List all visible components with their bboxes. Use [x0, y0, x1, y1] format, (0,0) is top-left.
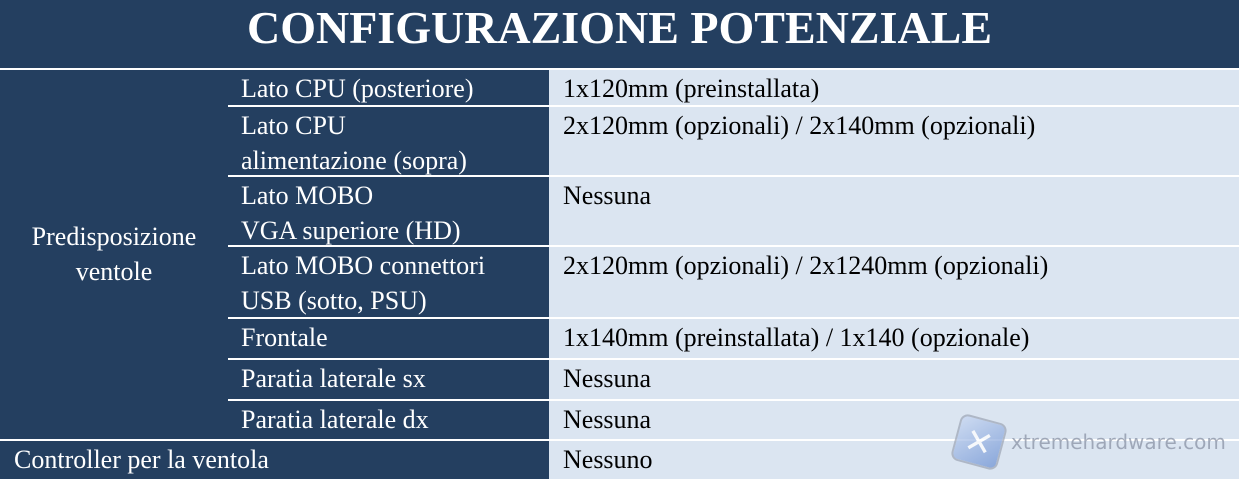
divider	[228, 245, 1239, 247]
divider	[228, 317, 1239, 319]
row-label-text: Lato MOBO connettori	[241, 251, 486, 280]
row-label: Lato CPU (posteriore)	[228, 70, 474, 106]
divider	[228, 175, 1239, 177]
divider	[228, 358, 1239, 360]
row-label-text: Frontale	[241, 323, 328, 352]
row-label: Paratia laterale sx	[228, 360, 426, 399]
row-label-text: Paratia laterale dx	[241, 405, 429, 434]
divider	[0, 439, 1239, 441]
row-label-text: alimentazione (sopra)	[241, 146, 467, 175]
footer-label: Controller per la ventola	[14, 445, 269, 474]
table-title: CONFIGURAZIONE POTENZIALE	[0, 0, 1239, 68]
row-value: Nessuna	[549, 177, 1239, 246]
divider	[228, 399, 1239, 401]
row-label: Lato MOBO connettori USB (sotto, PSU)	[228, 247, 485, 318]
group-label: Predisposizione ventole	[31, 222, 197, 286]
divider	[228, 105, 1239, 107]
row-label-text: Lato CPU (posteriore)	[241, 74, 474, 103]
row-label: Paratia laterale dx	[228, 401, 429, 439]
row-label-text: Paratia laterale sx	[241, 364, 426, 393]
row-label: Lato MOBO VGA superiore (HD)	[228, 177, 461, 246]
divider	[0, 68, 1239, 70]
row-value: 1x120mm (preinstallata)	[549, 70, 1239, 106]
row-label-text: Lato CPU	[241, 111, 346, 140]
row-label-text: USB (sotto, PSU)	[241, 286, 427, 315]
row-value: 2x120mm (opzionali) / 2x1240mm (opzional…	[549, 247, 1239, 318]
row-value: 2x120mm (opzionali) / 2x140mm (opzionali…	[549, 107, 1239, 176]
row-value: 1x140mm (preinstallata) / 1x140 (opziona…	[549, 319, 1239, 358]
row-value: Nessuna	[549, 401, 1239, 439]
watermark-text: xtremehardware.com	[1011, 430, 1226, 454]
row-label-text: VGA superiore (HD)	[241, 216, 461, 245]
row-label: Lato CPU alimentazione (sopra)	[228, 107, 467, 176]
row-label-text: Lato MOBO	[241, 181, 374, 210]
footer-value: Nessuno	[549, 441, 1239, 479]
watermark: ✕ xtremehardware.com	[949, 412, 1226, 472]
row-label: Frontale	[228, 319, 328, 358]
x-logo-icon: ✕	[949, 412, 1009, 472]
row-value: Nessuna	[549, 360, 1239, 399]
